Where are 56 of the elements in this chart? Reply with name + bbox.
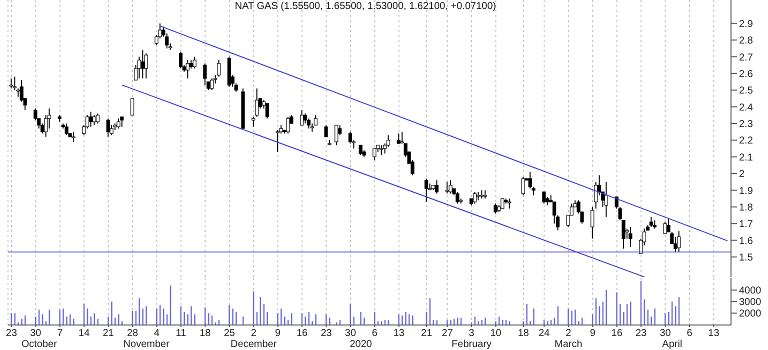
y-tick-label: 2	[739, 169, 745, 180]
x-tick-label: 18	[518, 328, 530, 340]
x-tick-label: 25	[224, 328, 236, 340]
x-tick-label: 30	[344, 328, 356, 340]
y-tick-label: 2.2	[739, 136, 754, 147]
x-tick-label: 13	[393, 328, 405, 340]
y-tick-label: 1.9	[739, 186, 754, 197]
y-tick-label: 2.3	[739, 119, 754, 130]
x-tick-label: 9	[590, 328, 596, 340]
y-tick-label: 1.7	[739, 219, 754, 230]
y-tick-label: 2.1	[739, 152, 754, 164]
x-tick-label: 18	[200, 328, 212, 340]
y-tick-label: 1.5	[739, 252, 754, 264]
y-tick-label: 2000	[739, 308, 762, 320]
x2-tick-label: November	[123, 339, 170, 350]
x-tick-label: 11	[176, 328, 187, 340]
y-tick-label: 1.8	[739, 202, 754, 214]
x-tick-label: 21	[421, 328, 433, 340]
x-tick-label: 23	[320, 328, 332, 340]
x-tick-label: 27	[442, 328, 454, 340]
y-tick-label: 4000	[739, 286, 762, 297]
x2-tick-label: April	[662, 339, 682, 350]
y-tick-label: 2.8	[739, 36, 754, 47]
x2-tick-label: October	[21, 339, 58, 350]
y-tick-label: 2.7	[739, 52, 754, 64]
x-tick-label: 2	[566, 328, 572, 340]
chart-title: NAT GAS (1.55500, 1.65500, 1.53000, 1.62100, +0.07100)	[234, 1, 498, 12]
x-tick-label: 16	[296, 328, 308, 340]
x-tick-label: 30	[660, 328, 672, 340]
x-tick-label: 7	[57, 328, 64, 340]
x2-tick-label: December	[230, 339, 278, 350]
x2-tick-label: March	[554, 339, 582, 350]
y-tick-label: 2.4	[739, 102, 754, 114]
x-tick-label: 30	[30, 328, 42, 340]
x-tick-label: 13	[708, 328, 720, 340]
x-tick-label: 2	[250, 328, 257, 340]
y-tick-label: 2.5	[739, 86, 754, 97]
x-tick-label: 14	[78, 328, 90, 340]
x-tick-label: 23	[635, 328, 648, 340]
x-tick-label: 9	[275, 328, 282, 340]
x-tick-label: 21	[102, 328, 114, 340]
x-tick-label: 6	[686, 328, 693, 340]
x-tick-label: 23	[6, 328, 18, 340]
x-tick-label: 24	[538, 328, 550, 340]
x2-tick-label: February	[452, 339, 492, 350]
x-tick-label: 16	[611, 328, 623, 340]
y-tick-label: 1.6	[739, 236, 754, 247]
x-tick-label: 4	[154, 328, 160, 340]
y-tick-label: 2.9	[739, 18, 754, 30]
y-tick-label: 2.6	[739, 68, 754, 80]
x2-tick-label: 2020	[350, 339, 372, 350]
x-tick-label: 6	[372, 328, 378, 340]
x-tick-label: 28	[126, 328, 139, 340]
x-tick-label: 3	[468, 328, 475, 340]
y-tick-label: 3000	[739, 297, 762, 308]
x-tick-label: 10	[490, 328, 502, 340]
